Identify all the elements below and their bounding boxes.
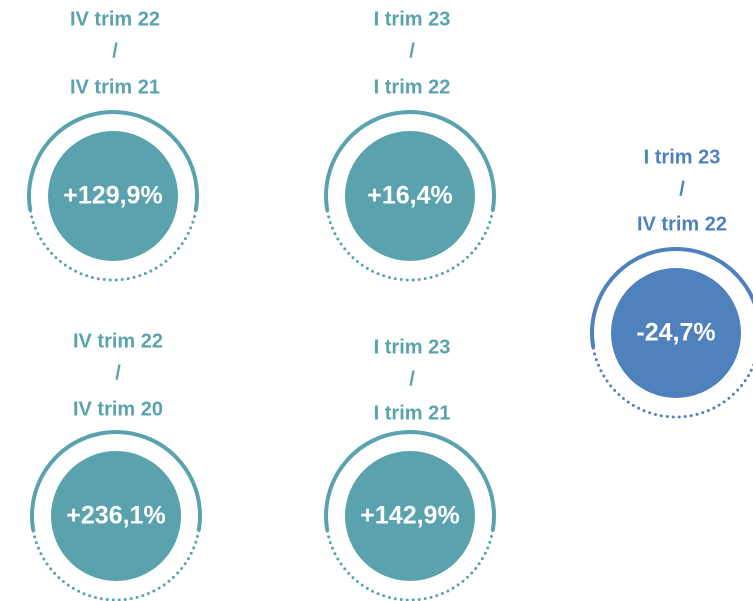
ring-solid <box>324 110 496 211</box>
comparison-label: IV trim 21 <box>70 76 160 98</box>
ring-solid <box>30 430 202 531</box>
comparison-label: / <box>409 40 415 62</box>
value-circle <box>611 268 741 398</box>
ring-solid <box>27 110 199 211</box>
comparison-label: / <box>112 40 118 62</box>
comparison-label: IV trim 22 <box>70 8 160 30</box>
ring-solid <box>324 430 496 531</box>
comparison-label: I trim 22 <box>374 76 451 98</box>
comparison-label: I trim 23 <box>374 336 451 358</box>
change-value: +16,4% <box>367 182 453 210</box>
change-value: -24,7% <box>636 319 715 347</box>
change-value: +129,9% <box>63 182 162 210</box>
value-circle <box>345 451 475 581</box>
comparison-label: IV trim 22 <box>637 213 727 235</box>
ring-solid <box>590 247 753 348</box>
comparison-label: / <box>115 362 121 384</box>
change-value: +236,1% <box>66 502 165 530</box>
comparison-label: IV trim 22 <box>73 330 163 352</box>
comparison-label: / <box>409 368 415 390</box>
comparison-label: / <box>679 178 685 200</box>
value-circle <box>345 131 475 261</box>
comparison-label: I trim 23 <box>374 8 451 30</box>
change-value: +142,9% <box>360 502 459 530</box>
comparison-label: IV trim 20 <box>73 398 163 420</box>
comparison-label: I trim 23 <box>644 146 721 168</box>
value-circle <box>51 451 181 581</box>
comparison-label: I trim 21 <box>374 402 451 424</box>
value-circle <box>48 131 178 261</box>
